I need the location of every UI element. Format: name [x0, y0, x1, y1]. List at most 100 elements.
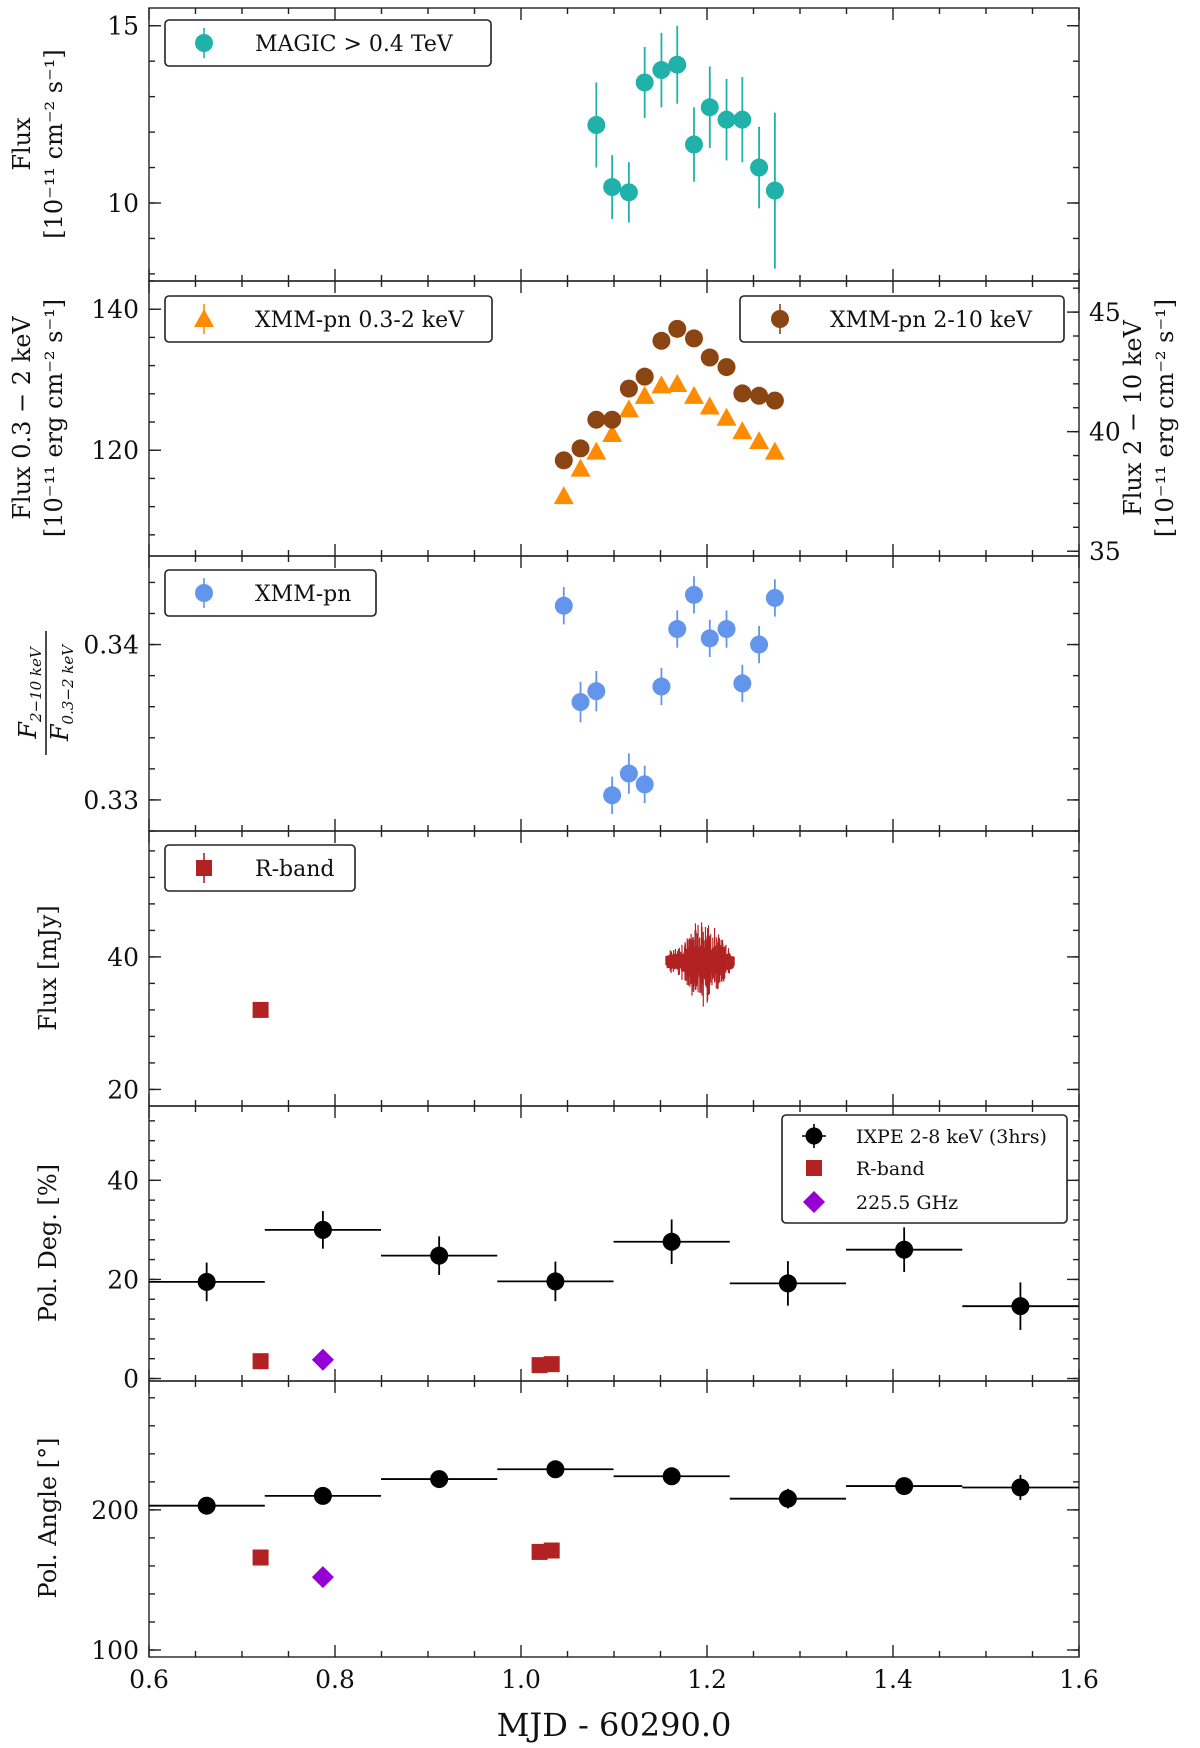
panel-frame — [148, 1380, 1080, 1658]
data-point — [750, 386, 769, 405]
data-point — [662, 1467, 681, 1486]
legend-box — [164, 295, 493, 343]
y-tick-label: 20 — [107, 1075, 139, 1104]
data-point — [635, 775, 654, 794]
pol-deg-y-ticks: 0 20 40 — [107, 1106, 1080, 1394]
legend-box — [164, 569, 377, 617]
panel-pol-angle: Pol. Angle [°] 100 200 — [34, 1380, 1080, 1665]
data-point — [668, 620, 687, 639]
legend-label-rband: R-band — [255, 857, 334, 882]
data-point — [1011, 1297, 1030, 1316]
panel-hardness-ratio: F2−10 keV F0.3−2 keV 0.33 0.34 XMM-pn — [14, 555, 1080, 832]
legend-circle-marker-icon — [805, 1127, 823, 1145]
data-point — [197, 1272, 216, 1291]
data-point — [197, 1496, 216, 1515]
legend-diamond-marker-icon — [803, 1191, 825, 1213]
data-point — [602, 424, 623, 443]
magic-series — [587, 25, 784, 269]
xmm-soft-legend: XMM-pn 0.3-2 keV — [164, 295, 493, 343]
data-point — [699, 396, 720, 415]
data-point — [717, 110, 736, 129]
y-tick-label: 40 — [107, 1166, 139, 1195]
data-point — [683, 385, 704, 404]
legend-label-ratio: XMM-pn — [255, 582, 351, 607]
data-point — [634, 385, 655, 404]
data-point — [531, 1357, 548, 1374]
data-point — [587, 410, 606, 429]
x-tick-label: 1.0 — [501, 1665, 541, 1694]
x-axis-label: MJD - 60290.0 — [497, 1706, 732, 1744]
data-point — [684, 585, 703, 604]
legend-box — [164, 19, 492, 67]
legend-circle-marker-icon — [195, 584, 213, 602]
magic-ylabel-line2: [10⁻¹¹ cm⁻² s⁻¹] — [40, 49, 68, 239]
rband-cluster-point — [725, 956, 735, 966]
legend-box — [164, 844, 356, 892]
data-point — [652, 677, 671, 696]
x-tick-label: 1.6 — [1059, 1665, 1099, 1694]
data-point — [570, 458, 591, 477]
data-point — [618, 399, 639, 418]
y-tick-label: 10 — [107, 189, 139, 218]
legend-label-ixpe: IXPE 2-8 keV (3hrs) — [856, 1126, 1047, 1148]
data-point — [778, 1274, 797, 1293]
data-point — [733, 110, 752, 129]
data-point — [778, 1489, 797, 1508]
legend-circle-marker-icon — [195, 34, 213, 52]
legend-label-magic: MAGIC > 0.4 TeV — [255, 32, 454, 57]
legend-square-marker-icon — [196, 860, 212, 876]
right-y-tick-label: 45 — [1089, 298, 1121, 327]
ratio-legend: XMM-pn — [164, 569, 377, 617]
data-point — [311, 1348, 334, 1371]
data-point — [587, 116, 606, 134]
data-point — [586, 441, 607, 460]
y-tick-label: 200 — [91, 1496, 139, 1525]
pol-deg-series — [148, 1211, 1079, 1374]
xmm-hard-ylabel-line1: Flux 2 − 10 keV — [1119, 319, 1147, 516]
y-tick-label: 0.34 — [83, 631, 139, 660]
legend-label-xmm-hard: XMM-pn 2-10 keV — [830, 308, 1033, 333]
y-tick-label: 15 — [107, 12, 139, 41]
legend-triangle-marker-icon — [194, 309, 214, 327]
x-tick-label: 1.2 — [687, 1665, 727, 1694]
x-tick-label: 1.4 — [873, 1665, 913, 1694]
pol-angle-ylabel: Pol. Angle [°] — [34, 1438, 62, 1599]
legend-box — [739, 295, 1065, 343]
data-point — [619, 183, 638, 202]
data-point — [684, 135, 703, 154]
pol-angle-y-ticks: 100 200 — [91, 1381, 1080, 1665]
ratio-ylabel-numerator: F2−10 keV — [14, 645, 45, 740]
data-point — [668, 55, 687, 74]
data-point — [765, 588, 784, 607]
data-point — [684, 329, 703, 348]
data-point — [252, 1549, 269, 1566]
data-point — [667, 373, 688, 392]
panel-magic-flux: Flux [10⁻¹¹ cm⁻² s⁻¹] 10 15 MAGIC > 0.4 T… — [8, 7, 1080, 282]
xmm-series — [553, 319, 785, 505]
data-point — [313, 1220, 332, 1239]
data-point — [571, 439, 590, 458]
data-point — [313, 1486, 332, 1505]
legend-box — [781, 1114, 1068, 1224]
data-point — [553, 486, 574, 505]
data-point — [543, 1542, 560, 1559]
data-point — [733, 384, 752, 403]
data-point — [662, 1232, 681, 1251]
x-tick-label: 0.6 — [129, 1665, 169, 1694]
data-point — [749, 431, 770, 450]
xmm-hard-ylabel-line2: [10⁻¹¹ erg cm⁻² s⁻¹] — [1151, 299, 1179, 537]
data-point — [750, 635, 769, 654]
legend-label-225ghz: 225.5 GHz — [856, 1192, 958, 1214]
data-point — [635, 367, 654, 386]
data-point — [717, 358, 736, 377]
y-tick-label: 120 — [91, 436, 139, 465]
data-point — [668, 319, 687, 338]
ratio-ylabel-denominator: F0.3−2 keV — [46, 643, 77, 742]
legend-label-rband-pol: R-band — [856, 1158, 925, 1180]
data-point — [895, 1240, 914, 1259]
panel-pol-degree: Pol. Deg. [%] 0 20 40 IXPE 2-8 keV (3hrs) … — [34, 1105, 1080, 1394]
data-point — [700, 98, 719, 117]
